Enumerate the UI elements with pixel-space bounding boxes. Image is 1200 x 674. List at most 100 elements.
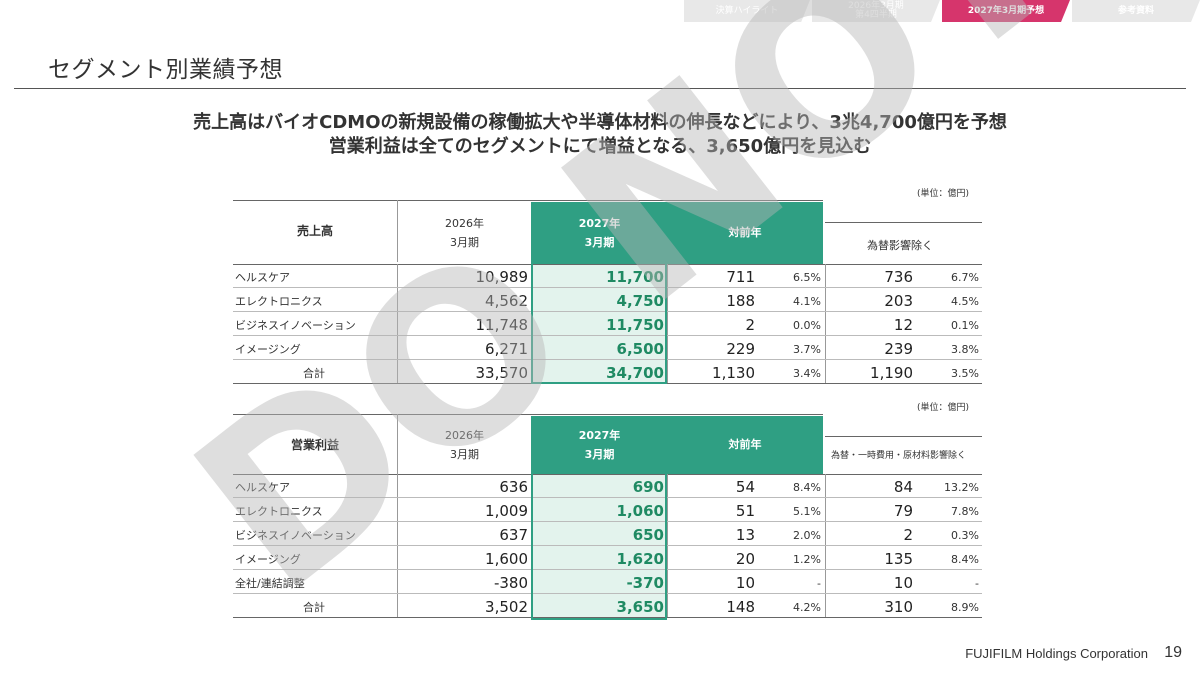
table-row: ヘルスケア 636 690 54 8.4% 84 13.2%: [233, 474, 982, 498]
column-divider: [667, 336, 668, 360]
column-divider: [667, 594, 668, 618]
table-row: 全社/連結調整 -380 -370 10 - 10 -: [233, 570, 982, 594]
tab-results-highlight[interactable]: 決算ハイライト: [684, 0, 810, 22]
forecast-value: 34,700: [606, 364, 664, 382]
forecast-value: 6,500: [616, 340, 664, 358]
header-rule: [233, 200, 823, 201]
column-divider: [397, 360, 398, 384]
forecast-value: 3,650: [616, 598, 664, 616]
column-divider: [667, 546, 668, 570]
sales-unit-label: (単位：億円): [917, 189, 970, 199]
forecast-value: 11,700: [606, 268, 664, 286]
header-rule: [233, 414, 823, 415]
column-divider: [397, 522, 398, 546]
row-rule: [233, 617, 982, 618]
row-label: エレクトロニクス: [235, 505, 323, 518]
forecast-column-outline: [531, 416, 667, 620]
column-divider: [397, 594, 398, 618]
table-row: イメージング 1,600 1,620 20 1.2% 135 8.4%: [233, 546, 982, 570]
excl-fx-value: 736: [884, 268, 913, 286]
col-excl-fx: 為替・一時費用・原材料影響除く: [831, 451, 967, 461]
row-label: 合計: [303, 601, 325, 614]
column-divider: [667, 264, 668, 288]
excl-fx-value: 84: [893, 478, 913, 496]
column-divider: [825, 360, 826, 384]
header-rule: [825, 222, 982, 223]
column-divider: [667, 474, 668, 498]
column-divider: [825, 546, 826, 570]
tab-q4[interactable]: 2026年3月期 第4四半期: [812, 0, 940, 22]
tab-reference[interactable]: 参考資料: [1072, 0, 1200, 22]
column-divider: [397, 264, 398, 288]
row-label: イメージング: [235, 343, 301, 356]
excl-fx-pct: 4.5%: [951, 295, 979, 308]
column-divider: [397, 312, 398, 336]
column-divider: [825, 312, 826, 336]
yoy-pct: 1.2%: [793, 553, 821, 566]
column-divider: [667, 360, 668, 384]
column-divider: [667, 312, 668, 336]
header-rule: [233, 474, 982, 475]
profit-unit-label: (単位：億円): [917, 403, 970, 413]
col-prev-year: 2026年 3月期: [445, 217, 484, 249]
forecast-value: 690: [632, 478, 664, 496]
excl-fx-value: 1,190: [870, 364, 913, 382]
prev-value: 6,271: [485, 340, 528, 358]
excl-fx-value: 135: [884, 550, 913, 568]
section-nav: 決算ハイライト 2026年3月期 第4四半期 2027年3月期予想 参考資料: [684, 0, 1200, 22]
yoy-value: 13: [735, 526, 755, 544]
column-divider: [397, 498, 398, 522]
column-divider: [397, 570, 398, 594]
table-row: ビジネスイノベーション 11,748 11,750 2 0.0% 12 0.1%: [233, 312, 982, 336]
row-rule: [233, 569, 982, 570]
table-row: 合計 3,502 3,650 148 4.2% 310 8.9%: [233, 594, 982, 618]
row-label: ヘルスケア: [235, 271, 290, 284]
tab-label: 2026年3月期 第4四半期: [848, 1, 904, 20]
yoy-pct: 6.5%: [793, 271, 821, 284]
excl-fx-pct: 3.8%: [951, 343, 979, 356]
excl-fx-pct: 0.3%: [951, 529, 979, 542]
table-row: エレクトロニクス 4,562 4,750 188 4.1% 203 4.5%: [233, 288, 982, 312]
forecast-value: 1,060: [616, 502, 664, 520]
excl-fx-value: 2: [903, 526, 913, 544]
prev-value: 4,562: [485, 292, 528, 310]
prev-value: -380: [493, 574, 528, 592]
forecast-shade: [532, 474, 667, 620]
row-label: ビジネスイノベーション: [235, 319, 356, 332]
column-divider: [397, 546, 398, 570]
tab-label: 2027年3月期予想: [967, 5, 1045, 16]
col-excl-fx: 為替影響除く: [867, 239, 933, 252]
col-yoy: 対前年: [667, 202, 823, 264]
excl-fx-pct: -: [975, 577, 979, 590]
forecast-column-outline: [531, 202, 667, 384]
excl-fx-pct: 6.7%: [951, 271, 979, 284]
headline-line-2: 営業利益は全てのセグメントにて増益となる、3,650億円を見込む: [328, 136, 872, 157]
row-rule: [233, 287, 982, 288]
yoy-pct: 4.2%: [793, 601, 821, 614]
title-divider: [14, 88, 1186, 89]
row-label: ビジネスイノベーション: [235, 529, 356, 542]
col-forecast: 2027年 3月期: [532, 416, 667, 474]
profit-table: 営業利益 2026年 3月期 2027年 3月期 対前年 為替・一時費用・原材料…: [233, 414, 982, 620]
excl-fx-pct: 8.9%: [951, 601, 979, 614]
column-divider: [825, 594, 826, 618]
yoy-value: 188: [726, 292, 755, 310]
column-divider: [825, 570, 826, 594]
column-divider: [667, 288, 668, 312]
prev-value: 3,502: [485, 598, 528, 616]
excl-fx-value: 310: [884, 598, 913, 616]
prev-value: 1,600: [485, 550, 528, 568]
tab-fy2027-forecast[interactable]: 2027年3月期予想: [942, 0, 1070, 22]
tab-label: 決算ハイライト: [715, 5, 779, 16]
yoy-value: 148: [726, 598, 755, 616]
yoy-pct: 8.4%: [793, 481, 821, 494]
column-divider: [667, 498, 668, 522]
prev-value: 33,570: [475, 364, 529, 382]
prev-value: 636: [499, 478, 528, 496]
excl-fx-pct: 13.2%: [944, 481, 979, 494]
table-row: ビジネスイノベーション 637 650 13 2.0% 2 0.3%: [233, 522, 982, 546]
profit-header-label: 営業利益: [290, 438, 339, 452]
yoy-value: 51: [735, 502, 755, 520]
prev-value: 10,989: [475, 268, 529, 286]
yoy-pct: 3.7%: [793, 343, 821, 356]
